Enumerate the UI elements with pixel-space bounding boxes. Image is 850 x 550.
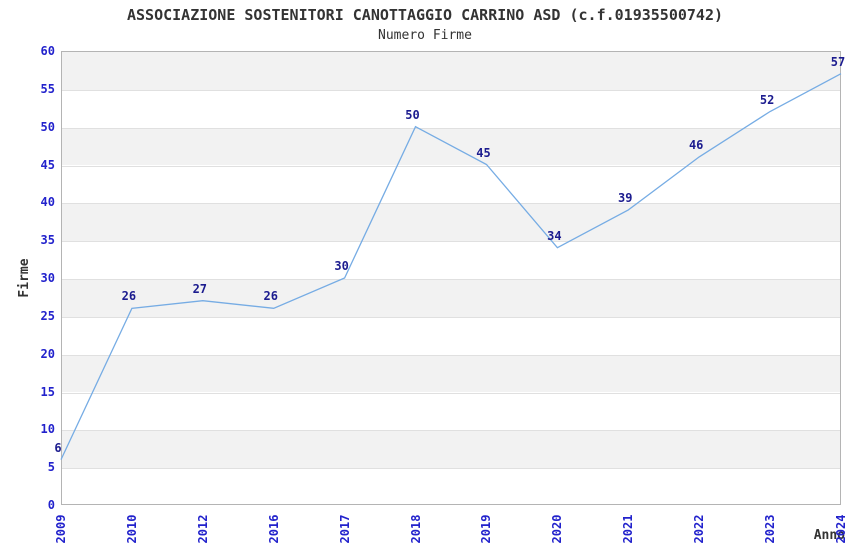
data-point-label: 45: [476, 145, 491, 160]
plot-band: [62, 354, 840, 393]
x-tick-label: 2017: [337, 514, 352, 544]
data-point-label: 6: [54, 440, 62, 455]
data-point-label: 50: [405, 107, 420, 122]
data-point-label: 34: [547, 228, 562, 243]
y-tick-label: 40: [40, 195, 55, 210]
y-tick-label: 20: [40, 346, 55, 361]
x-tick-label: 2022: [692, 514, 707, 544]
data-point-label: 26: [263, 289, 278, 304]
gridline: [62, 316, 840, 318]
y-tick-label: 50: [40, 119, 55, 134]
gridline: [62, 241, 840, 243]
y-tick-label: 25: [40, 308, 55, 323]
series-polyline: [60, 73, 842, 460]
data-point-label: 52: [759, 92, 775, 107]
y-tick-label: 15: [40, 384, 55, 399]
gridline: [62, 203, 840, 205]
data-point-label: 27: [192, 281, 208, 296]
x-tick-label: 2009: [54, 514, 68, 544]
x-tick-label: 2024: [834, 514, 848, 544]
gridline: [62, 89, 840, 91]
x-axis-title: Anno: [813, 528, 845, 543]
plot-band: [62, 52, 840, 90]
x-tick-label: 2018: [408, 514, 423, 544]
y-tick-label: 35: [40, 233, 55, 248]
data-point-label: 57: [830, 54, 846, 69]
x-tick-label: 2012: [195, 514, 210, 544]
x-tick-label: 2016: [266, 514, 281, 544]
y-tick-label: 10: [40, 422, 55, 437]
data-point-label: 46: [688, 137, 704, 152]
plot-area: [61, 51, 841, 505]
y-tick-label: 45: [40, 157, 55, 172]
data-point-label: 30: [334, 259, 349, 273]
x-tick-label: 2010: [124, 514, 139, 544]
y-tick-label: 5: [47, 460, 55, 475]
chart-title: ASSOCIAZIONE SOSTENITORI CANOTTAGGIO CAR…: [126, 6, 724, 24]
plot-band: [62, 203, 840, 242]
gridline: [62, 279, 840, 280]
gridline: [62, 354, 840, 356]
gridline: [62, 392, 840, 394]
y-tick-label: 60: [40, 44, 55, 58]
chart-subtitle: Numero Firme: [378, 28, 472, 43]
x-tick-label: 2020: [550, 514, 565, 544]
y-tick-label: 0: [47, 498, 55, 512]
data-point-label: 26: [121, 289, 137, 304]
gridline: [62, 430, 840, 432]
plot-band: [62, 430, 840, 469]
plot-band: [62, 279, 840, 317]
x-tick-label: 2021: [621, 514, 636, 544]
x-tick-label: 2019: [479, 514, 494, 544]
x-tick-label: 2023: [763, 514, 778, 544]
plot-band: [62, 127, 840, 166]
y-tick-label: 55: [40, 81, 55, 96]
y-tick-label: 30: [40, 271, 55, 285]
gridline: [62, 165, 840, 167]
gridline: [62, 127, 840, 129]
data-point-label: 39: [618, 190, 633, 205]
gridline: [62, 468, 840, 470]
